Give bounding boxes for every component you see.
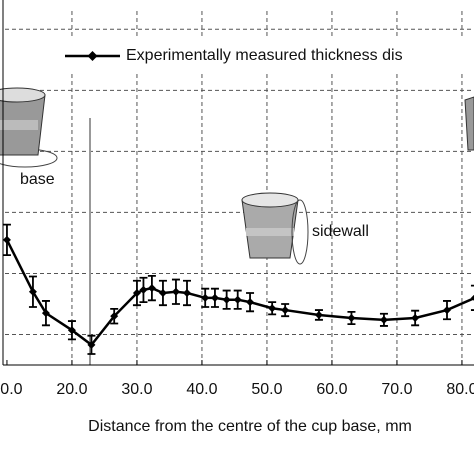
data-point — [41, 309, 50, 318]
data-point — [158, 288, 167, 297]
data-point — [222, 295, 231, 304]
data-point — [132, 288, 141, 297]
data-point — [183, 288, 191, 297]
cup-right — [464, 96, 474, 151]
data-point — [443, 306, 451, 315]
x-tick-label: 80.0 — [446, 381, 474, 398]
cup-sidewall — [241, 192, 309, 265]
data-point — [201, 293, 210, 302]
data-point — [28, 287, 37, 296]
error-bar — [470, 284, 474, 311]
data-point — [470, 294, 474, 301]
data-point — [281, 306, 290, 315]
legend-marker — [87, 51, 98, 61]
legend-label: Experimentally measured thickness dis — [126, 47, 403, 64]
annotation: sidewall — [312, 223, 369, 240]
data-point — [67, 326, 76, 335]
legend-box — [55, 38, 474, 74]
annotation: base — [20, 171, 55, 188]
x-tick-label: 60.0 — [316, 381, 347, 398]
data-point — [347, 314, 356, 323]
data-point — [139, 285, 148, 294]
x-tick-label: 70.0 — [381, 381, 412, 398]
x-tick-label: 10.0 — [0, 381, 23, 398]
x-tick-label: 20.0 — [56, 381, 87, 398]
data-line — [5, 239, 474, 347]
data-point — [314, 310, 323, 319]
data-point — [411, 314, 420, 323]
x-tick-label: 30.0 — [121, 381, 152, 398]
cup-base — [0, 87, 58, 168]
data-point — [233, 295, 242, 304]
x-tick-label: 50.0 — [251, 381, 282, 398]
data-point — [210, 293, 219, 302]
x-tick-label: 40.0 — [186, 381, 217, 398]
data-point — [171, 287, 180, 296]
data-point — [110, 312, 119, 321]
data-point — [147, 284, 156, 293]
data-point — [2, 235, 11, 244]
x-axis-label: Distance from the centre of the cup base… — [88, 418, 412, 435]
data-point — [87, 340, 96, 349]
data-point — [379, 315, 388, 324]
data-point — [246, 298, 255, 307]
data-point — [268, 304, 277, 313]
